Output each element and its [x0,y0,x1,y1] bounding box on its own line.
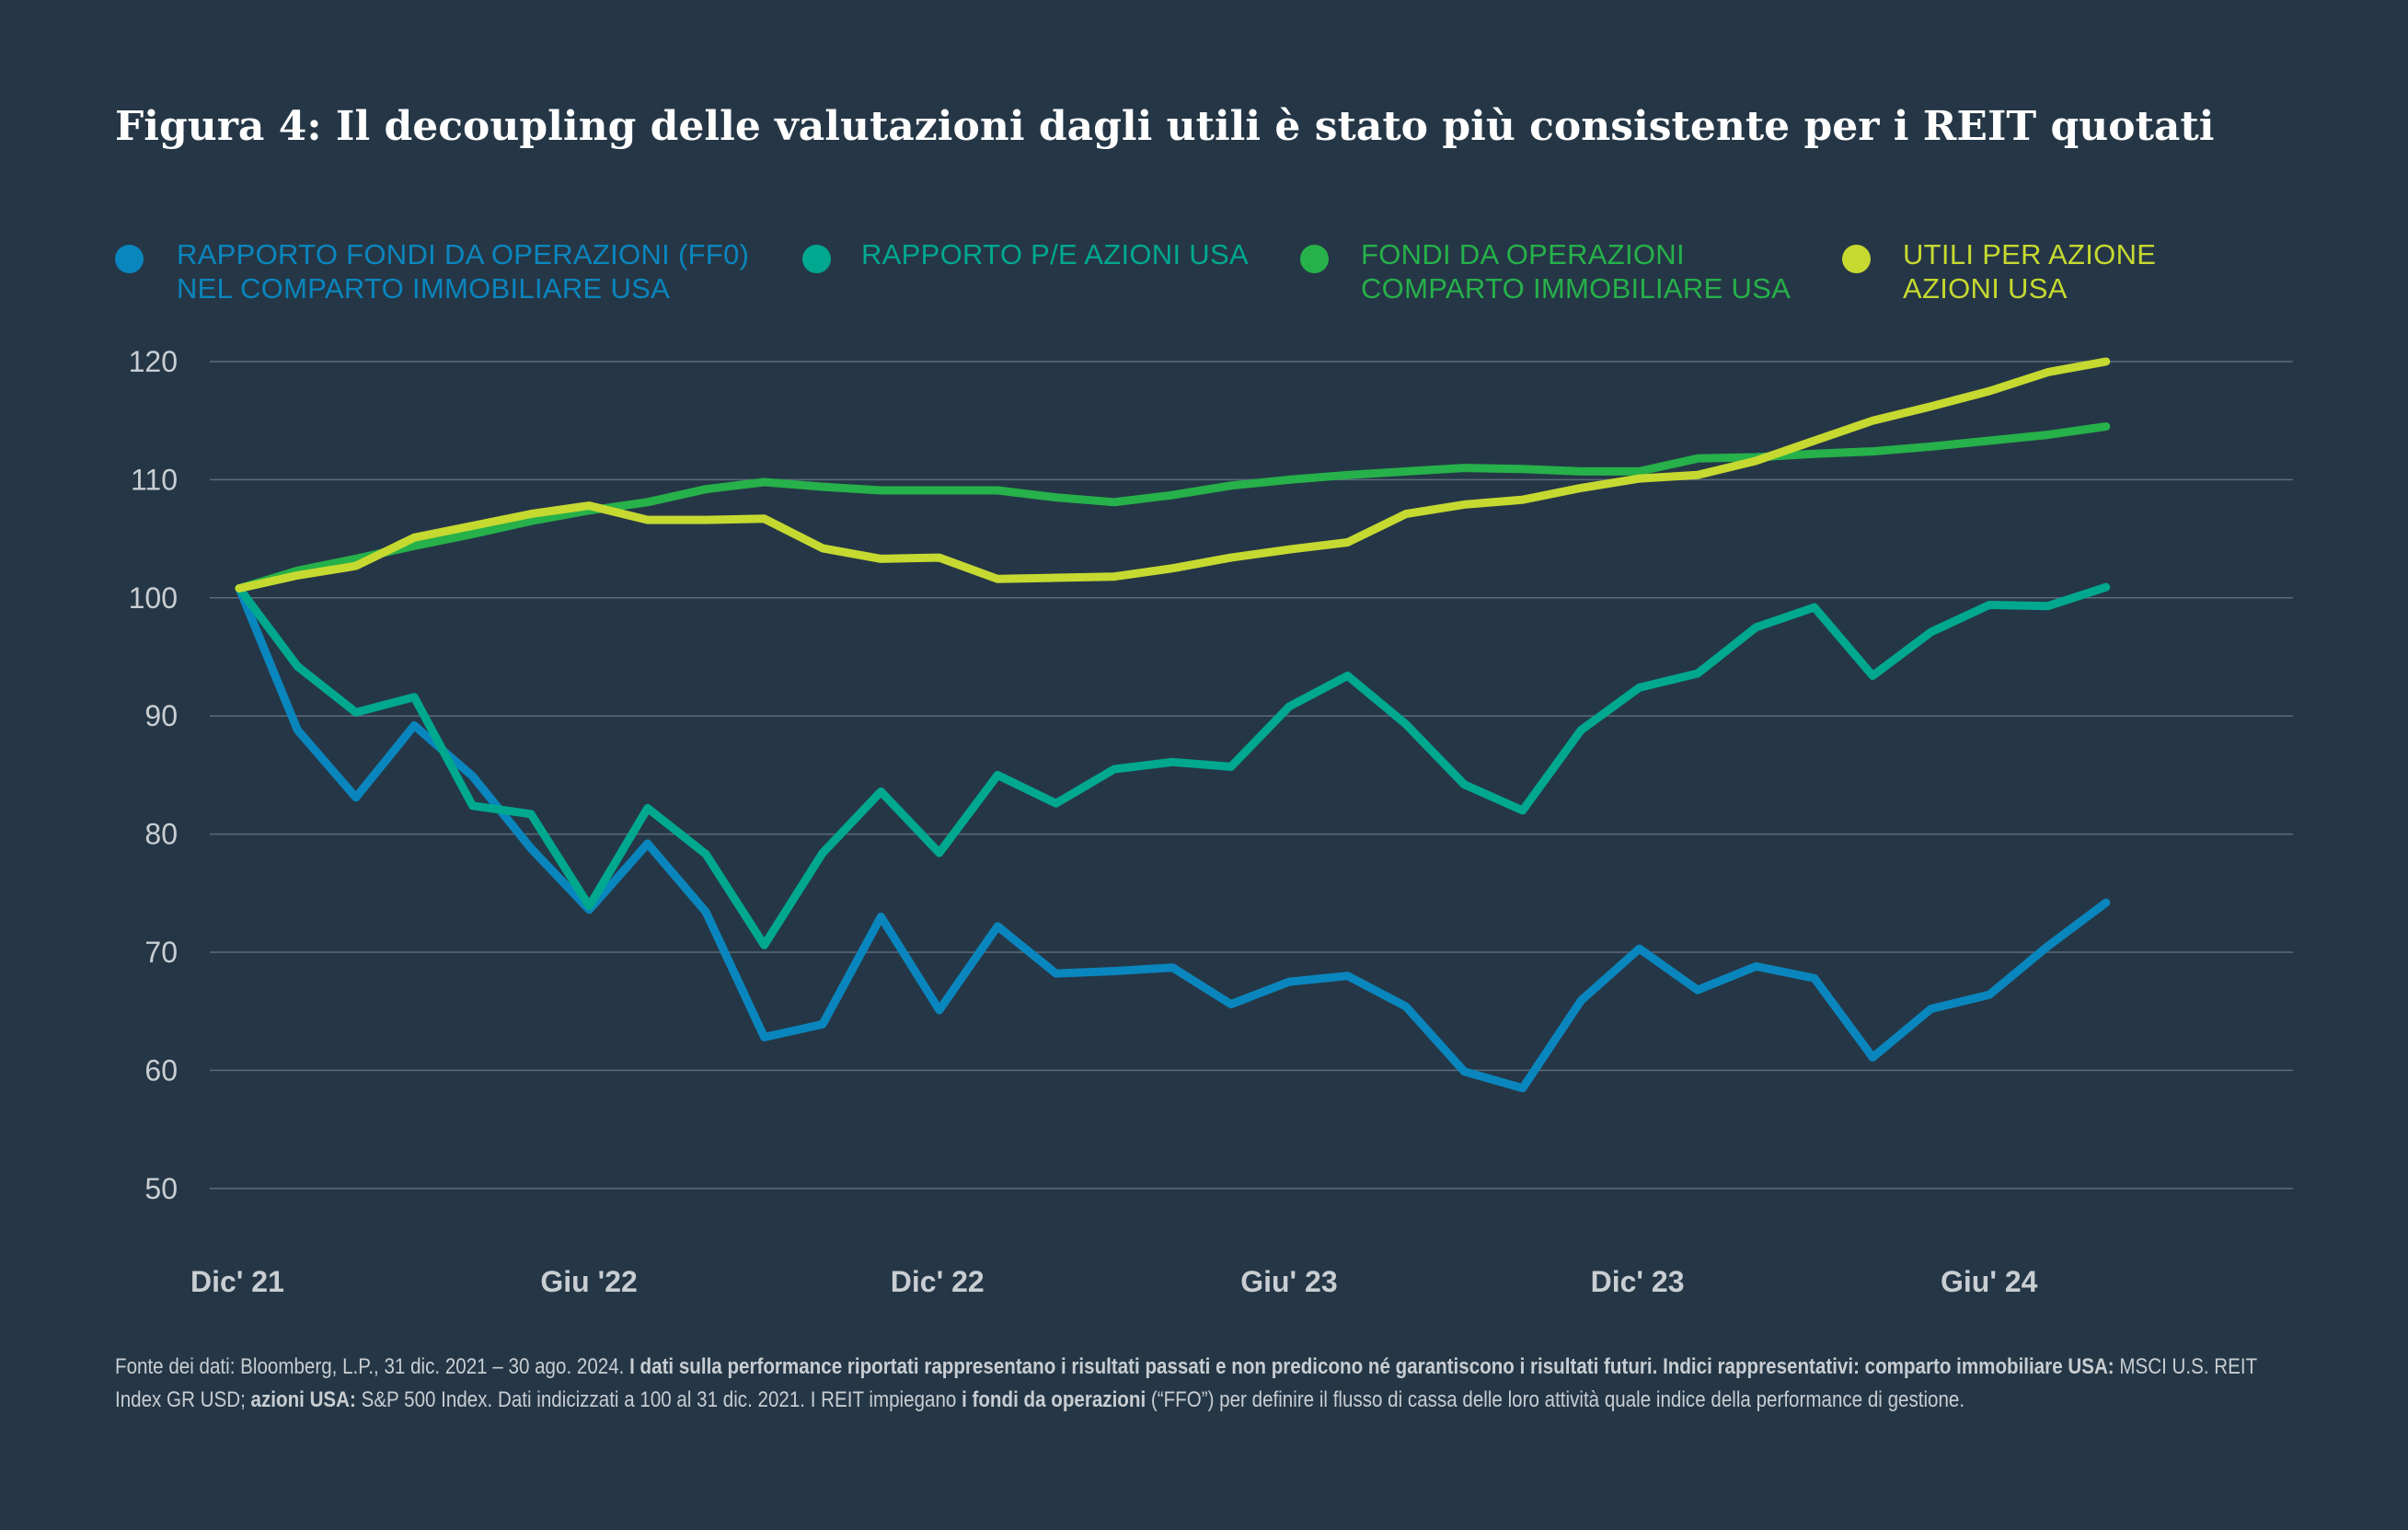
x-tick-label: Dic' 23 [1591,1265,1685,1298]
legend-dot-eps [1842,245,1871,273]
legend-dot-pe-ratio [802,245,831,273]
y-tick-label: 60 [144,1053,178,1087]
legend-label-line1: RAPPORTO FONDI DA OPERAZIONI (FF0) [177,238,750,270]
y-tick-label: 90 [144,699,178,732]
series-lines [235,357,2111,1093]
x-tick-label: Dic' 21 [190,1265,284,1298]
gridlines [210,361,2293,1190]
y-tick-label: 70 [144,936,178,969]
y-tick-label: 50 [144,1172,178,1205]
y-tick-label: 110 [131,463,178,496]
footnote-text: Fonte dei dati: Bloomberg, L.P., 31 dic.… [115,1354,630,1379]
series-line-eps [235,357,2111,592]
series-line-ffo [235,422,2111,592]
footnote-text: MSCI U.S. REIT Index GR USD; [115,1354,2257,1412]
legend-label-eps: UTILI PER AZIONE AZIONI USA [1903,237,2156,305]
y-axis-tick-labels: 120 110 100 90 80 70 60 50 [129,345,178,1205]
legend-label-pe-ratio: RAPPORTO P/E AZIONI USA [861,237,1249,271]
x-axis-tick-labels: Dic' 21 Giu '22 Dic' 22 Giu' 23 Dic' 23 Giu' … [190,1265,2038,1298]
footnote-text: (“FFO”) per definire il flusso di cassa … [1146,1387,1965,1412]
y-tick-label: 80 [144,818,178,851]
footnote-text: S&P 500 Index. Dati indicizzati a 100 al… [355,1387,962,1412]
footnote-bold-text: I dati sulla performance riportati rappr… [629,1354,2114,1379]
legend-dot-ffo-ratio [115,245,144,273]
legend-dot-ffo [1300,245,1329,273]
y-tick-label: 120 [129,345,178,378]
footnote-bold-text: i fondi da operazioni [962,1387,1146,1412]
series-line-pe-ratio [235,582,2111,949]
legend-label-line2: NEL COMPARTO IMMOBILIARE USA [177,272,671,305]
legend-label-ffo-ratio: RAPPORTO FONDI DA OPERAZIONI (FF0) NEL C… [177,237,749,305]
x-tick-label: Giu '22 [540,1265,637,1298]
legend-label-line1: RAPPORTO P/E AZIONI USA [861,238,1249,270]
footnote-bold-text: azioni USA: [250,1387,356,1412]
y-tick-label: 100 [129,581,178,615]
series-line-ffo-ratio [235,584,2111,1093]
chart-title: Figura 4: Il decoupling delle valutazion… [115,103,2215,150]
x-tick-label: Giu' 23 [1240,1265,1337,1298]
footnote: Fonte dei dati: Bloomberg, L.P., 31 dic.… [115,1351,2302,1417]
x-tick-label: Giu' 24 [1941,1265,2038,1298]
legend-label-line2: COMPARTO IMMOBILIARE USA [1361,272,1792,305]
legend-label-line1: UTILI PER AZIONE [1903,238,2157,270]
x-tick-label: Dic' 22 [891,1265,985,1298]
legend-label-line2: AZIONI USA [1903,272,2068,305]
legend-label-line1: FONDI DA OPERAZIONI [1361,238,1685,270]
legend-label-ffo: FONDI DA OPERAZIONI COMPARTO IMMOBILIARE… [1361,237,1791,305]
